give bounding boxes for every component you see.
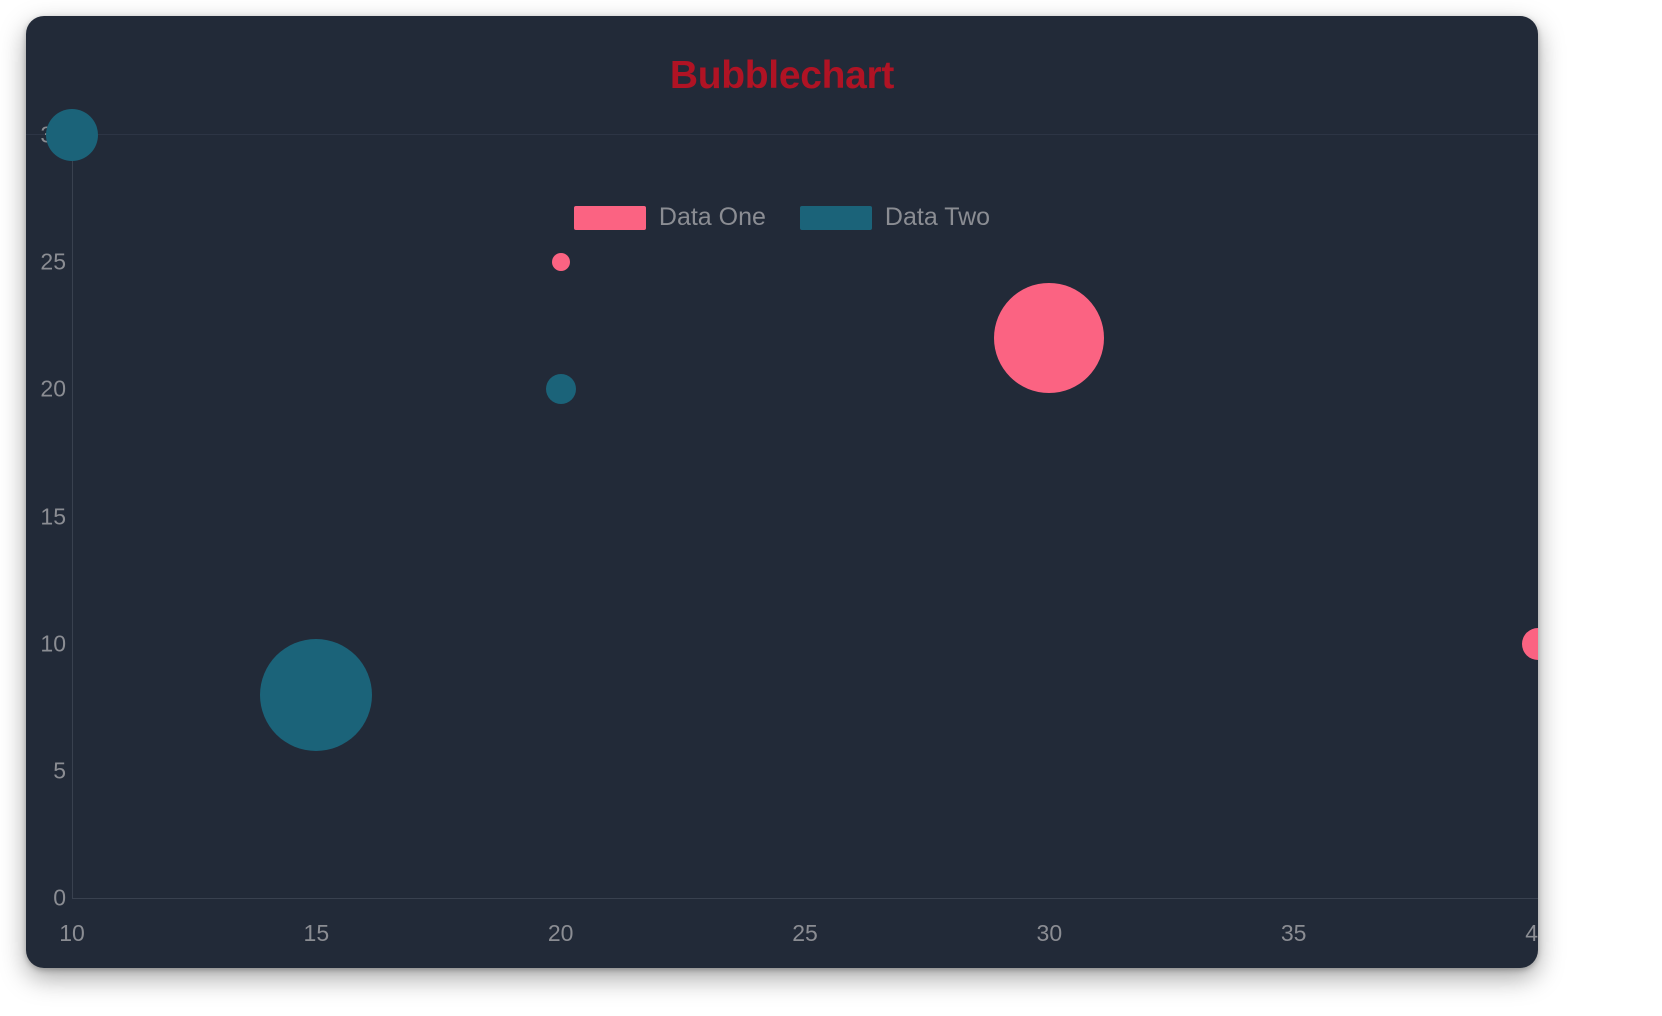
legend-swatch-data-one-icon [573,205,646,230]
legend-label-data-one: Data One [658,203,766,231]
x-axis-tick-label: 15 [303,920,330,946]
bubble-point[interactable] [1522,627,1538,660]
x-axis-tick-label: 40 [1525,920,1538,946]
y-axis-tick-label: 25 [40,248,66,275]
y-axis-tick-label: 10 [40,630,66,657]
chart-legend: Data One Data Two [26,205,1538,230]
y-axis-tick-label: 20 [40,375,66,402]
x-axis-tick-label: 10 [59,920,85,946]
x-axis-tick-label: 20 [547,920,574,946]
x-axis-tick-label: 35 [1280,920,1307,946]
y-axis-tick-label: 0 [53,884,66,911]
x-axis-tick-label: 30 [1036,920,1063,946]
bubble-point[interactable] [551,253,570,272]
legend-item-data-two[interactable]: Data Two [799,203,991,231]
chart-card: Bubblechart Data One Data Two 0 5 10 15 20 25… [26,16,1538,968]
x-axis-line [72,898,1538,899]
plot-area[interactable]: Data One Data Two 0 5 10 15 20 25 30 10 15 20 25 3… [26,109,1538,968]
y-axis-tick-label: 5 [53,757,66,784]
bubble-point[interactable] [994,283,1105,394]
bubble-point[interactable] [46,109,98,161]
chart-header: Bubblechart [26,16,1538,135]
bubble-point[interactable] [545,374,576,405]
y-axis-line [72,135,73,898]
bubble-point[interactable] [260,638,373,751]
legend-swatch-data-two-icon [799,205,872,230]
page-title: Bubblechart [669,53,895,97]
legend-item-data-one[interactable]: Data One [573,203,766,231]
y-axis-tick-label: 15 [40,503,66,529]
legend-label-data-two: Data Two [884,203,991,231]
x-axis-tick-label: 25 [792,920,818,946]
